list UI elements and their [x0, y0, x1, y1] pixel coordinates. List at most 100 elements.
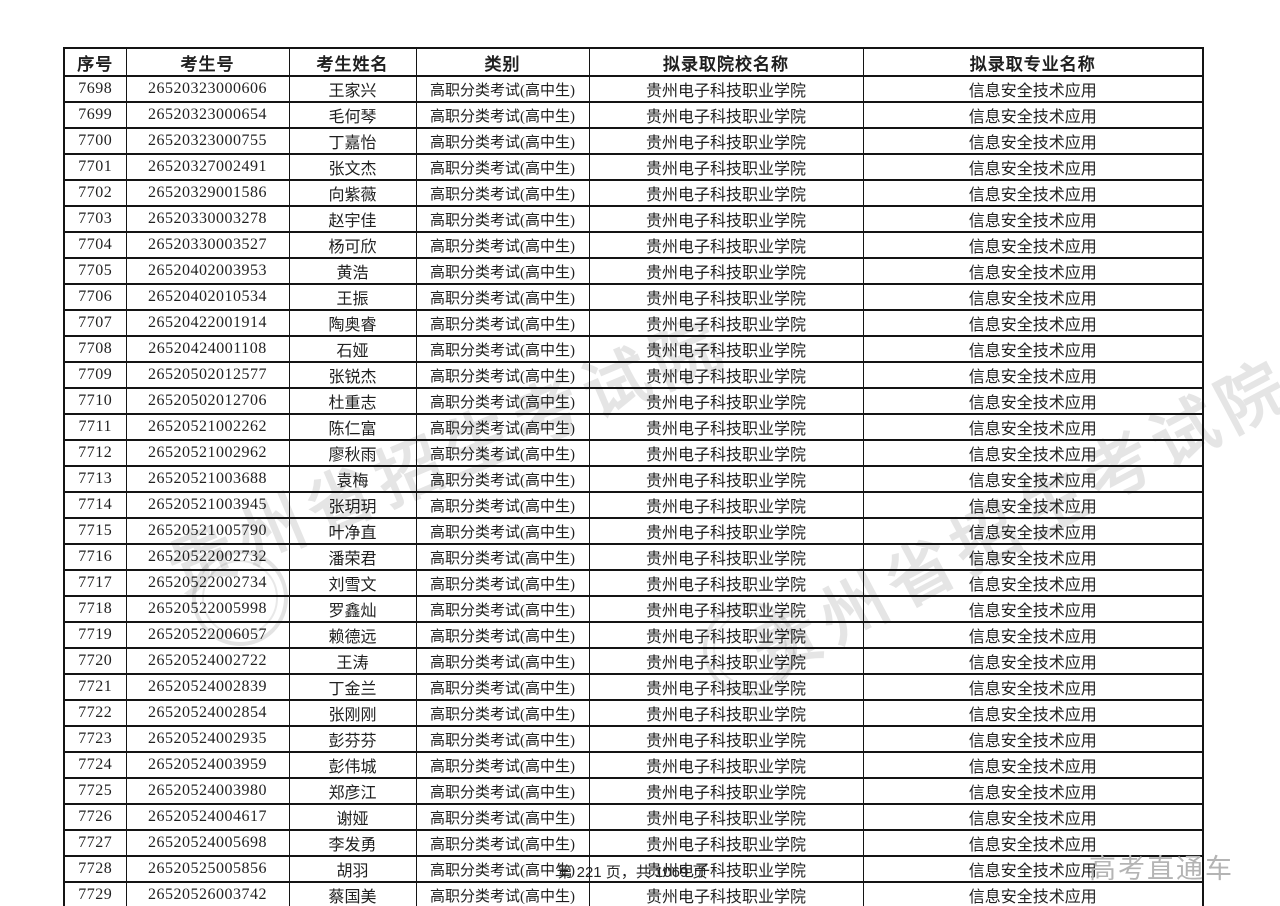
cell-category: 高职分类考试(高中生): [415, 361, 590, 389]
cell-major: 信息安全技术应用: [862, 829, 1204, 857]
cell-candidate-no: 26520424001108: [125, 335, 290, 363]
header-candidate-name: 考生姓名: [288, 47, 417, 77]
cell-serial: 7725: [63, 777, 127, 805]
cell-candidate-no: 26520327002491: [125, 153, 290, 181]
table-row: 7728 26520525005856 胡羽 高职分类考试(高中生) 贵州电子科…: [63, 855, 1204, 883]
cell-candidate-name: 袁梅: [288, 465, 417, 493]
cell-college: 贵州电子科技职业学院: [588, 517, 864, 545]
cell-category: 高职分类考试(高中生): [415, 751, 590, 779]
table-row: 7702 26520329001586 向紫薇 高职分类考试(高中生) 贵州电子…: [63, 179, 1204, 207]
cell-category: 高职分类考试(高中生): [415, 439, 590, 467]
cell-major: 信息安全技术应用: [862, 855, 1204, 883]
cell-major: 信息安全技术应用: [862, 283, 1204, 311]
cell-major: 信息安全技术应用: [862, 257, 1204, 285]
table-row: 7698 26520323000606 王家兴 高职分类考试(高中生) 贵州电子…: [63, 75, 1204, 103]
cell-category: 高职分类考试(高中生): [415, 335, 590, 363]
cell-college: 贵州电子科技职业学院: [588, 257, 864, 285]
header-serial: 序号: [63, 47, 127, 77]
cell-major: 信息安全技术应用: [862, 387, 1204, 415]
cell-serial: 7702: [63, 179, 127, 207]
cell-candidate-name: 彭芬芬: [288, 725, 417, 753]
cell-college: 贵州电子科技职业学院: [588, 283, 864, 311]
cell-category: 高职分类考试(高中生): [415, 543, 590, 571]
cell-major: 信息安全技术应用: [862, 881, 1204, 906]
cell-major: 信息安全技术应用: [862, 777, 1204, 805]
cell-category: 高职分类考试(高中生): [415, 517, 590, 545]
cell-candidate-name: 张锐杰: [288, 361, 417, 389]
table-row: 7726 26520524004617 谢娅 高职分类考试(高中生) 贵州电子科…: [63, 803, 1204, 831]
cell-college: 贵州电子科技职业学院: [588, 153, 864, 181]
cell-college: 贵州电子科技职业学院: [588, 829, 864, 857]
cell-category: 高职分类考试(高中生): [415, 231, 590, 259]
cell-college: 贵州电子科技职业学院: [588, 75, 864, 103]
cell-category: 高职分类考试(高中生): [415, 621, 590, 649]
cell-major: 信息安全技术应用: [862, 413, 1204, 441]
cell-candidate-no: 26520524003959: [125, 751, 290, 779]
cell-serial: 7704: [63, 231, 127, 259]
cell-college: 贵州电子科技职业学院: [588, 647, 864, 675]
cell-candidate-name: 胡羽: [288, 855, 417, 883]
table-row: 7701 26520327002491 张文杰 高职分类考试(高中生) 贵州电子…: [63, 153, 1204, 181]
cell-category: 高职分类考试(高中生): [415, 153, 590, 181]
cell-candidate-no: 26520524005698: [125, 829, 290, 857]
cell-candidate-no: 26520524004617: [125, 803, 290, 831]
cell-candidate-no: 26520521002262: [125, 413, 290, 441]
cell-major: 信息安全技术应用: [862, 205, 1204, 233]
table-row: 7706 26520402010534 王振 高职分类考试(高中生) 贵州电子科…: [63, 283, 1204, 311]
cell-serial: 7714: [63, 491, 127, 519]
cell-college: 贵州电子科技职业学院: [588, 101, 864, 129]
cell-college: 贵州电子科技职业学院: [588, 751, 864, 779]
cell-major: 信息安全技术应用: [862, 153, 1204, 181]
cell-candidate-name: 赵宇佳: [288, 205, 417, 233]
cell-serial: 7726: [63, 803, 127, 831]
cell-college: 贵州电子科技职业学院: [588, 777, 864, 805]
cell-category: 高职分类考试(高中生): [415, 75, 590, 103]
cell-candidate-no: 26520522006057: [125, 621, 290, 649]
cell-category: 高职分类考试(高中生): [415, 881, 590, 906]
table-row: 7725 26520524003980 郑彦江 高职分类考试(高中生) 贵州电子…: [63, 777, 1204, 805]
cell-college: 贵州电子科技职业学院: [588, 127, 864, 155]
cell-serial: 7715: [63, 517, 127, 545]
cell-college: 贵州电子科技职业学院: [588, 595, 864, 623]
cell-serial: 7721: [63, 673, 127, 701]
cell-candidate-no: 26520522002734: [125, 569, 290, 597]
cell-college: 贵州电子科技职业学院: [588, 413, 864, 441]
cell-serial: 7698: [63, 75, 127, 103]
cell-major: 信息安全技术应用: [862, 439, 1204, 467]
table-body: 7698 26520323000606 王家兴 高职分类考试(高中生) 贵州电子…: [63, 75, 1204, 906]
cell-college: 贵州电子科技职业学院: [588, 569, 864, 597]
page-number-info: 第 221 页，共 1069 页: [557, 864, 708, 881]
table-row: 7699 26520323000654 毛何琴 高职分类考试(高中生) 贵州电子…: [63, 101, 1204, 129]
cell-candidate-name: 陈仁富: [288, 413, 417, 441]
cell-serial: 7716: [63, 543, 127, 571]
cell-category: 高职分类考试(高中生): [415, 127, 590, 155]
header-college: 拟录取院校名称: [588, 47, 864, 77]
table-row: 7714 26520521003945 张玥玥 高职分类考试(高中生) 贵州电子…: [63, 491, 1204, 519]
brand-watermark: 高考直通车: [1089, 854, 1234, 884]
cell-college: 贵州电子科技职业学院: [588, 387, 864, 415]
cell-candidate-name: 丁金兰: [288, 673, 417, 701]
cell-major: 信息安全技术应用: [862, 231, 1204, 259]
cell-candidate-name: 王涛: [288, 647, 417, 675]
cell-candidate-no: 26520524003980: [125, 777, 290, 805]
cell-candidate-name: 张玥玥: [288, 491, 417, 519]
cell-candidate-name: 王家兴: [288, 75, 417, 103]
table-row: 7722 26520524002854 张刚刚 高职分类考试(高中生) 贵州电子…: [63, 699, 1204, 727]
cell-candidate-no: 26520402010534: [125, 283, 290, 311]
cell-candidate-name: 谢娅: [288, 803, 417, 831]
cell-major: 信息安全技术应用: [862, 725, 1204, 753]
cell-major: 信息安全技术应用: [862, 517, 1204, 545]
cell-candidate-no: 26520526003742: [125, 881, 290, 906]
cell-candidate-no: 26520521003945: [125, 491, 290, 519]
table-row: 7712 26520521002962 廖秋雨 高职分类考试(高中生) 贵州电子…: [63, 439, 1204, 467]
cell-serial: 7701: [63, 153, 127, 181]
cell-college: 贵州电子科技职业学院: [588, 335, 864, 363]
table-row: 7711 26520521002262 陈仁富 高职分类考试(高中生) 贵州电子…: [63, 413, 1204, 441]
cell-major: 信息安全技术应用: [862, 491, 1204, 519]
cell-candidate-name: 郑彦江: [288, 777, 417, 805]
table-row: 7723 26520524002935 彭芬芬 高职分类考试(高中生) 贵州电子…: [63, 725, 1204, 753]
cell-college: 贵州电子科技职业学院: [588, 361, 864, 389]
cell-serial: 7712: [63, 439, 127, 467]
cell-serial: 7722: [63, 699, 127, 727]
